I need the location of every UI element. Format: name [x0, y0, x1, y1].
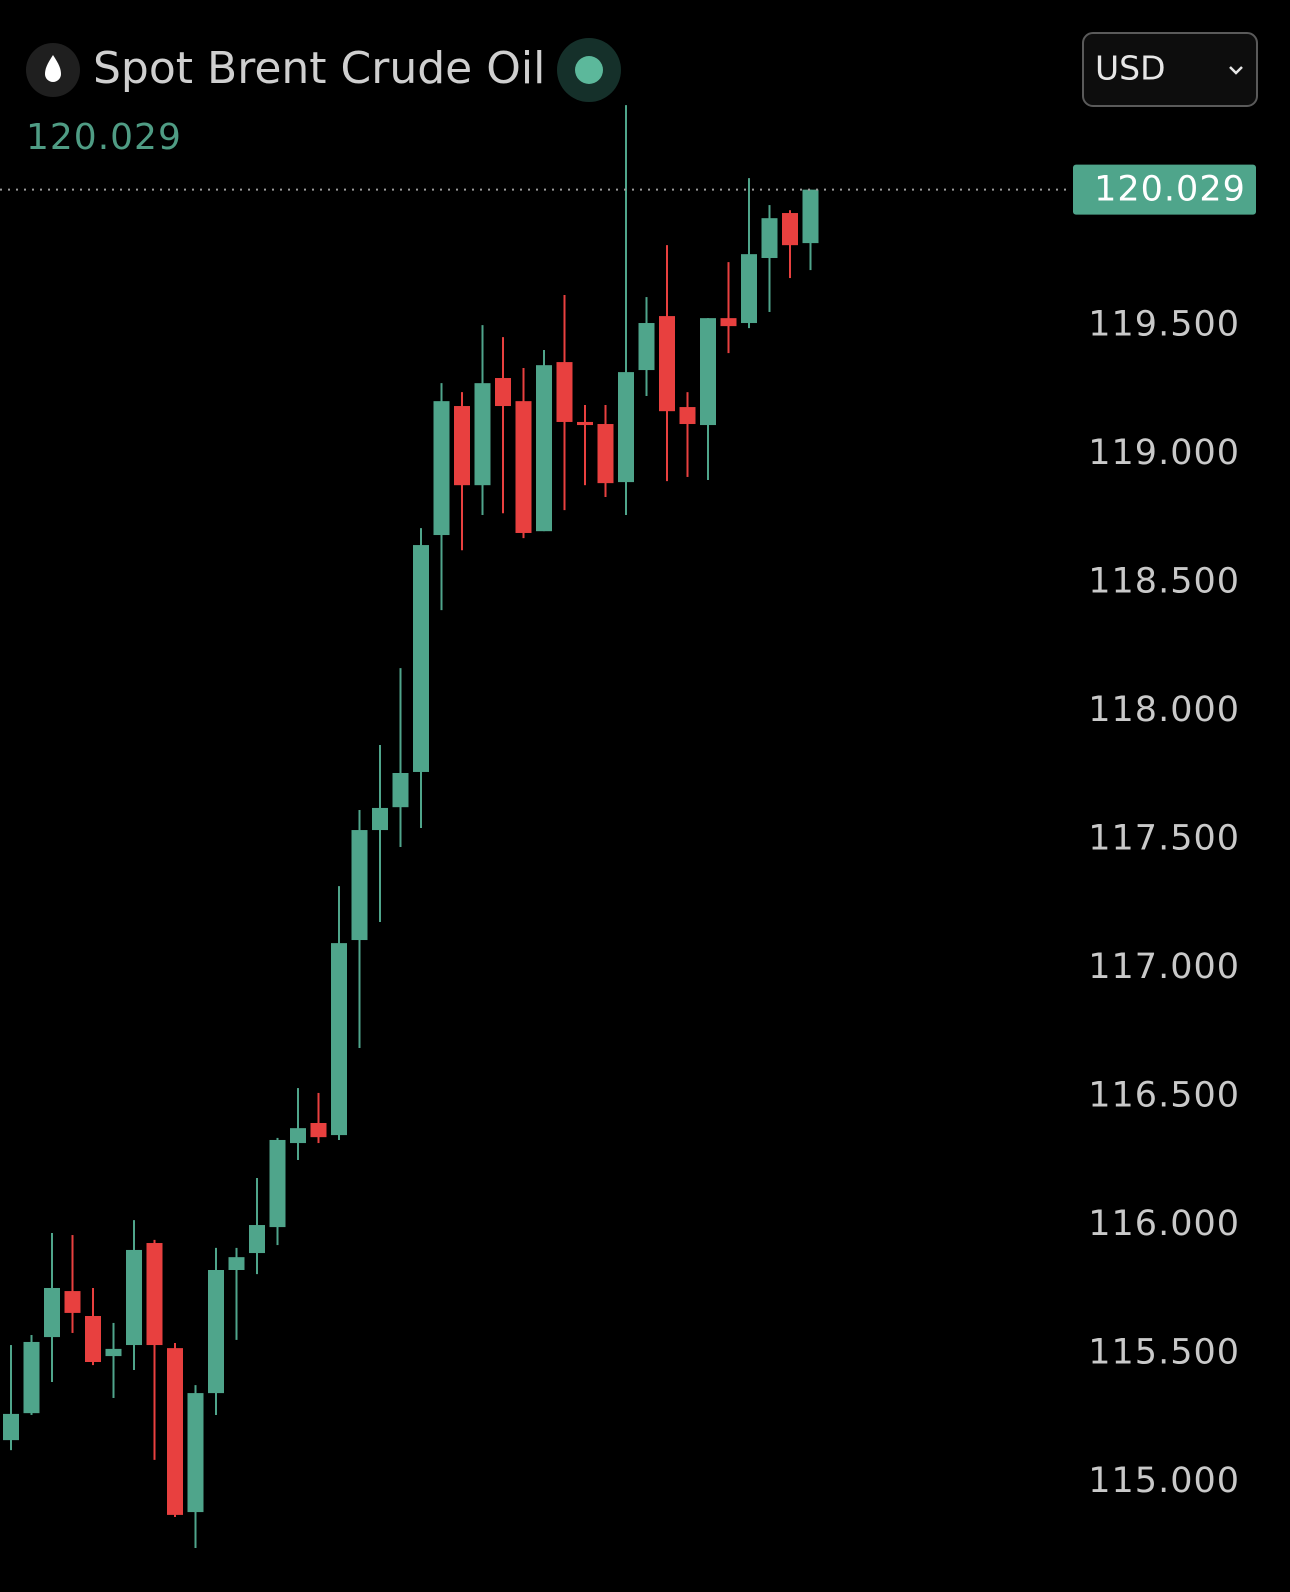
candle-body	[187, 1393, 204, 1513]
candle-body	[577, 421, 593, 426]
header-price: 120.029	[26, 117, 182, 158]
candle-body	[310, 1123, 327, 1138]
candle-body	[105, 1348, 122, 1357]
y-tick-label: 119.000	[1088, 433, 1240, 473]
candle-body	[802, 189, 819, 244]
candle-body	[64, 1291, 81, 1313]
y-tick-label: 117.000	[1088, 947, 1240, 987]
y-tick-label: 119.500	[1088, 305, 1240, 345]
candle-body	[3, 1413, 19, 1441]
candle-body	[720, 318, 737, 327]
candle-body	[741, 254, 757, 324]
candle-body	[331, 943, 347, 1136]
candle-body	[782, 213, 798, 246]
candle-body	[392, 773, 409, 808]
droplet-icon	[45, 55, 61, 82]
candle-body	[228, 1257, 245, 1271]
candle-body	[290, 1128, 306, 1144]
candle-body	[85, 1316, 101, 1363]
chart-title: Spot Brent Crude Oil	[93, 43, 545, 94]
candle-body	[249, 1225, 265, 1254]
candle-body	[679, 407, 696, 425]
candle-body	[208, 1270, 224, 1394]
candle-body	[638, 323, 655, 371]
y-tick-label: 118.500	[1088, 562, 1240, 602]
currency-selector[interactable]: USD	[1082, 32, 1258, 107]
status-dot	[575, 56, 603, 84]
plot-area: 115.000 115.500 116.000 116.500 117.000 117.5…	[0, 105, 1260, 1549]
candle-body	[433, 401, 450, 536]
candle-body	[761, 218, 778, 259]
candle-body	[556, 362, 573, 422]
candle-body	[269, 1139, 286, 1228]
last-price-label: 120.029	[1094, 170, 1246, 210]
y-tick-label: 117.500	[1088, 819, 1240, 859]
candle-body	[618, 372, 634, 483]
y-tick-label: 115.500	[1088, 1333, 1240, 1373]
candle-body	[515, 401, 532, 533]
candle-body	[413, 545, 429, 772]
candle-body	[44, 1287, 60, 1338]
candle-body	[351, 830, 368, 941]
chevron[interactable]	[1229, 66, 1243, 75]
last-price-badge	[1073, 164, 1256, 215]
candle-body	[23, 1341, 40, 1414]
y-tick-label: 115.000	[1088, 1461, 1240, 1501]
candle-body	[474, 383, 491, 486]
candle-body	[167, 1348, 183, 1515]
currency-label[interactable]: USD	[1095, 49, 1166, 88]
y-tick-label: 116.000	[1088, 1204, 1240, 1244]
candle-body	[536, 365, 552, 532]
y-tick-label: 116.500	[1088, 1076, 1240, 1116]
candle-body	[126, 1249, 142, 1346]
candle-body	[495, 378, 511, 407]
candle-body	[454, 406, 470, 486]
currency-box[interactable]	[1082, 32, 1258, 107]
candle-body	[700, 318, 716, 426]
y-tick-label: 118.000	[1088, 690, 1240, 730]
candle-body	[659, 316, 675, 412]
candle-body	[597, 424, 614, 484]
candle-body	[372, 807, 388, 831]
candle-body	[146, 1243, 163, 1346]
